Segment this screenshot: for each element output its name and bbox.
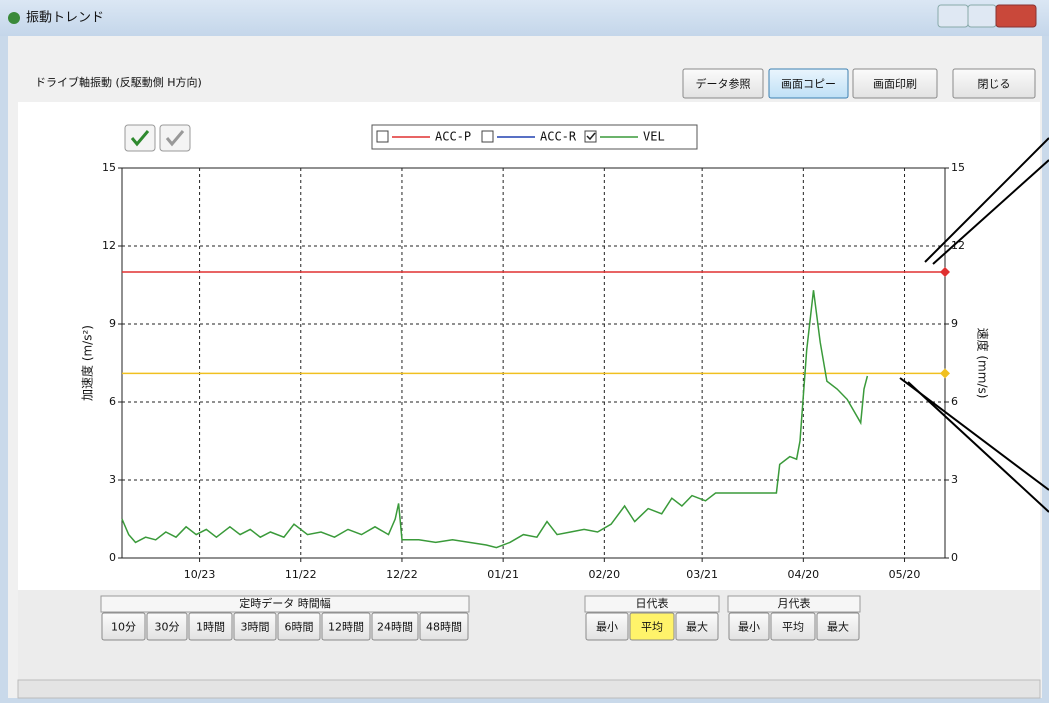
button-label[interactable]: 平均: [641, 621, 663, 634]
y-tick-label: 15: [102, 161, 116, 174]
chart-panel: [18, 102, 1040, 590]
x-tick-label: 04/20: [787, 568, 819, 581]
y2-tick-label: 0: [951, 551, 958, 564]
button-label[interactable]: 24時間: [377, 621, 413, 634]
y2-tick-label: 3: [951, 473, 958, 486]
y-tick-label: 3: [109, 473, 116, 486]
button-label[interactable]: 画面コピー: [781, 78, 836, 91]
button[interactable]: [682, 68, 764, 99]
group-title: 月代表: [778, 596, 811, 610]
x-tick-label: 10/23: [184, 568, 216, 581]
y2-tick-label: 6: [951, 395, 958, 408]
button-label[interactable]: 30分: [155, 621, 180, 634]
button[interactable]: [371, 612, 419, 641]
button[interactable]: [188, 612, 233, 641]
check-icon: [130, 130, 150, 147]
y2-tick-label: 9: [951, 317, 958, 330]
button[interactable]: [321, 612, 371, 641]
check-icon: [165, 130, 185, 147]
x-tick-label: 03/21: [686, 568, 718, 581]
y2-tick-label: 12: [951, 239, 965, 252]
maximize-button[interactable]: [967, 4, 997, 28]
button[interactable]: [419, 612, 469, 641]
button-label[interactable]: 画面印刷: [873, 78, 917, 91]
button-label[interactable]: 12時間: [328, 621, 364, 634]
callout-line: [932, 159, 1049, 265]
button-label[interactable]: 最小: [596, 621, 618, 634]
button[interactable]: [675, 612, 719, 641]
button-label[interactable]: 3時間: [241, 621, 270, 634]
button[interactable]: [101, 612, 146, 641]
button-label[interactable]: 1時間: [196, 621, 225, 634]
legend-label: ACC-P: [435, 130, 471, 144]
button[interactable]: [277, 612, 321, 641]
group-header: [100, 595, 470, 613]
x-tick-label: 11/22: [285, 568, 317, 581]
button-label[interactable]: 最小: [738, 621, 760, 634]
y2-tick-label: 15: [951, 161, 965, 174]
window-title: 振動トレンド: [26, 11, 104, 26]
button[interactable]: [816, 612, 860, 641]
button[interactable]: [233, 612, 277, 641]
button[interactable]: [770, 612, 816, 641]
toolbar-label: ドライブ軸振動 (反駆動側 H方向): [35, 75, 202, 89]
title-bar: [0, 0, 1049, 36]
button-label[interactable]: データ参照: [696, 77, 751, 91]
y2-axis-title: 速度 (mm/s): [976, 328, 991, 399]
legend-checkbox[interactable]: [481, 130, 494, 143]
app-icon: [8, 12, 20, 24]
button[interactable]: [146, 612, 188, 641]
group-header: [584, 595, 720, 613]
threshold-marker: [940, 267, 950, 277]
y-tick-label: 0: [109, 551, 116, 564]
legend-check: [586, 132, 596, 141]
button-label[interactable]: 最大: [686, 620, 708, 634]
button[interactable]: [728, 612, 770, 641]
series-line: [121, 290, 869, 549]
check-icon-button[interactable]: [124, 124, 156, 152]
group-title: 日代表: [636, 596, 669, 610]
plot-frame: [121, 167, 946, 559]
legend-checkbox[interactable]: [376, 130, 389, 143]
x-tick-label: 02/20: [588, 568, 620, 581]
legend-checkbox[interactable]: [584, 130, 597, 143]
button-label[interactable]: 48時間: [426, 621, 462, 634]
close-window-button[interactable]: [995, 4, 1037, 28]
group-header: [727, 595, 861, 613]
button-label[interactable]: 10分: [111, 621, 136, 634]
button-label[interactable]: 平均: [782, 621, 804, 634]
button[interactable]: [852, 68, 938, 99]
y-tick-label: 6: [109, 395, 116, 408]
y-tick-label: 9: [109, 317, 116, 330]
x-tick-label: 05/20: [889, 568, 921, 581]
callout-line: [924, 137, 1049, 263]
check-icon-button[interactable]: [159, 124, 191, 152]
button[interactable]: [585, 612, 629, 641]
threshold-marker: [940, 368, 950, 379]
dynamic-layer: データ参照 画面コピー 画面印刷 閉じる 0 3 6 9 12 15 0 3 6 9 12 15 10/23 11…: [80, 68, 1036, 641]
status-bar: [17, 679, 1041, 699]
callout-line: [907, 381, 1049, 513]
button-label[interactable]: 最大: [827, 620, 849, 634]
y-axis-title: 加速度 (m/s²): [80, 325, 95, 401]
button-label[interactable]: 6時間: [285, 621, 314, 634]
button[interactable]: [768, 68, 849, 99]
y-tick-label: 12: [102, 239, 116, 252]
group-title: 定時データ 時間幅: [239, 596, 331, 610]
button[interactable]: [952, 68, 1036, 99]
legend-label: VEL: [643, 130, 665, 144]
x-tick-label: 01/21: [487, 568, 519, 581]
legend-label: ACC-R: [540, 130, 577, 144]
button-label[interactable]: 閉じる: [978, 78, 1011, 91]
x-tick-label: 12/22: [386, 568, 418, 581]
minimize-button[interactable]: [937, 4, 969, 28]
button[interactable]: [629, 612, 675, 641]
